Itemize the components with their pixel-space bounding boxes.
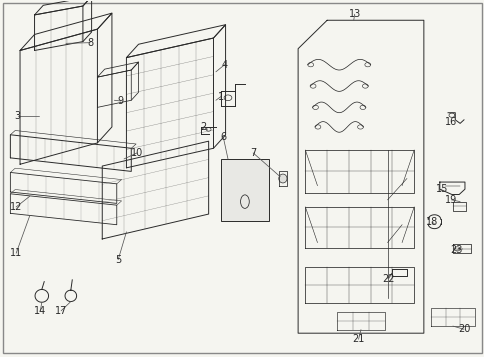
Text: 12: 12 [10, 202, 22, 212]
Text: 19: 19 [444, 195, 456, 205]
Text: 10: 10 [131, 148, 143, 158]
Text: 22: 22 [381, 274, 394, 284]
Text: 21: 21 [352, 334, 364, 344]
Text: 13: 13 [348, 9, 360, 19]
Ellipse shape [278, 174, 287, 183]
Text: 23: 23 [449, 245, 461, 255]
Text: 5: 5 [115, 255, 121, 265]
Text: 4: 4 [221, 60, 227, 70]
Text: 11: 11 [10, 248, 22, 258]
FancyBboxPatch shape [220, 159, 269, 221]
Text: 8: 8 [87, 37, 93, 47]
Text: 2: 2 [200, 122, 207, 132]
Text: 1: 1 [217, 92, 223, 102]
Text: 20: 20 [457, 324, 469, 334]
Text: 14: 14 [34, 306, 46, 316]
Text: 3: 3 [15, 111, 21, 121]
Text: 7: 7 [249, 148, 256, 158]
Text: 17: 17 [55, 306, 67, 316]
Text: 6: 6 [220, 131, 226, 141]
Text: 15: 15 [435, 184, 447, 194]
Text: 9: 9 [117, 96, 123, 106]
Text: 18: 18 [425, 217, 438, 227]
Text: 16: 16 [444, 117, 456, 127]
